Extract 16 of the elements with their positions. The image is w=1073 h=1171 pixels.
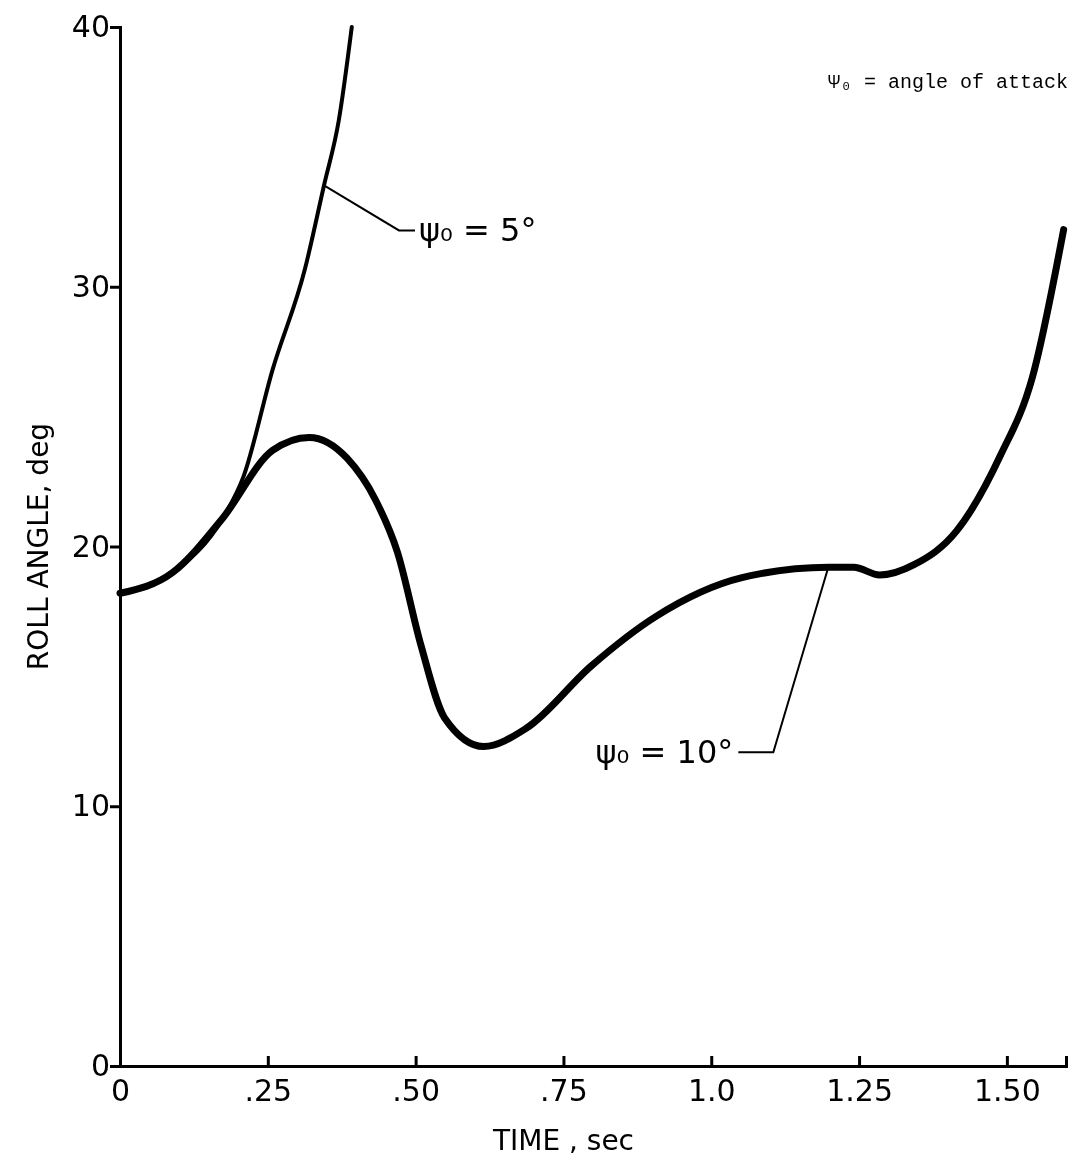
x-tick-label: 1.25 (826, 1072, 893, 1108)
x-tick-label: .75 (540, 1072, 588, 1108)
text: ψ₀ = 5° (418, 211, 537, 250)
x-tick-label: .25 (244, 1072, 293, 1108)
x-tick-label: 1.0 (687, 1072, 736, 1108)
y-tick-label: 0 (90, 1048, 110, 1084)
y-axis-title: ROLL ANGLE, deg (22, 422, 55, 671)
x-tick-label: 1.50 (973, 1072, 1041, 1108)
y-tick-label: 30 (71, 268, 110, 304)
y-tick-label: 20 (71, 528, 110, 564)
y-tick-label: 40 (71, 9, 110, 45)
y-tick-label: 10 (71, 788, 110, 824)
x-tick-label: .50 (392, 1072, 440, 1108)
series-label: ψ₀ = 10° (595, 733, 734, 772)
x-axis-title: TIME , sec (491, 1124, 634, 1157)
annotation: Ψ₀ = angle of attack (827, 71, 1068, 94)
